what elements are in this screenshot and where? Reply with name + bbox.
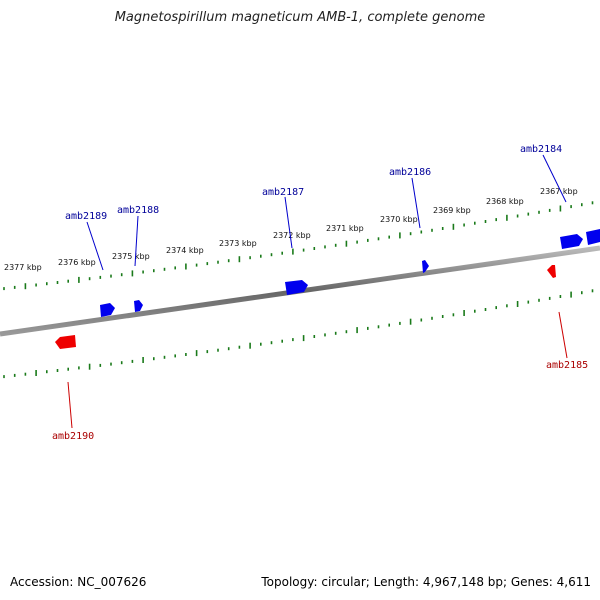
gene-label-amb2190[interactable]: amb2190 xyxy=(52,431,94,442)
kbp-label: 2368 kbp xyxy=(486,197,524,206)
kbp-label: 2367 kbp xyxy=(540,187,578,196)
kbp-label: 2372 kbp xyxy=(273,231,311,240)
minus-strand-genes xyxy=(55,265,556,349)
gene-arrow-amb2186[interactable] xyxy=(422,260,429,273)
gene-arrow-amb2184-cont xyxy=(586,229,600,245)
gene-arrow-amb2189[interactable] xyxy=(100,303,115,317)
gene-label-amb2184[interactable]: amb2184 xyxy=(520,144,562,155)
accession-text: Accession: NC_007626 xyxy=(10,575,147,589)
genome-summary-text: Topology: circular; Length: 4,967,148 bp… xyxy=(261,575,591,589)
leader-lines xyxy=(67,154,568,429)
kbp-label: 2370 kbp xyxy=(380,215,418,224)
inner-tick-ruler xyxy=(3,289,594,379)
gene-labels: amb2189 amb2188 amb2187 amb2186 amb2184 … xyxy=(52,144,588,442)
gene-arrow-amb2188[interactable] xyxy=(134,300,143,312)
gene-arrow-amb2184[interactable] xyxy=(560,234,583,249)
kbp-label: 2376 kbp xyxy=(58,258,96,267)
kbp-label: 2369 kbp xyxy=(433,206,471,215)
kbp-label: 2375 kbp xyxy=(112,252,150,261)
gene-label-amb2187[interactable]: amb2187 xyxy=(262,187,304,198)
gene-label-amb2186[interactable]: amb2186 xyxy=(389,167,431,178)
kbp-labels: 2377 kbp 2376 kbp 2375 kbp 2374 kbp 2373… xyxy=(4,187,578,272)
gene-label-amb2188[interactable]: amb2188 xyxy=(117,205,159,216)
kbp-label: 2373 kbp xyxy=(219,239,257,248)
outer-tick-ruler xyxy=(3,201,594,291)
kbp-label: 2377 kbp xyxy=(4,263,42,272)
plus-strand-genes xyxy=(100,229,600,317)
gene-arrow-amb2185[interactable] xyxy=(547,265,556,278)
kbp-label: 2371 kbp xyxy=(326,224,364,233)
map-title: Magnetospirillum magneticum AMB-1, compl… xyxy=(114,10,486,25)
gene-label-amb2189[interactable]: amb2189 xyxy=(65,211,107,222)
gene-arrow-amb2190[interactable] xyxy=(55,335,76,349)
kbp-label: 2374 kbp xyxy=(166,246,204,255)
gene-arrow-amb2187[interactable] xyxy=(285,280,308,295)
gene-label-amb2185[interactable]: amb2185 xyxy=(546,360,588,371)
